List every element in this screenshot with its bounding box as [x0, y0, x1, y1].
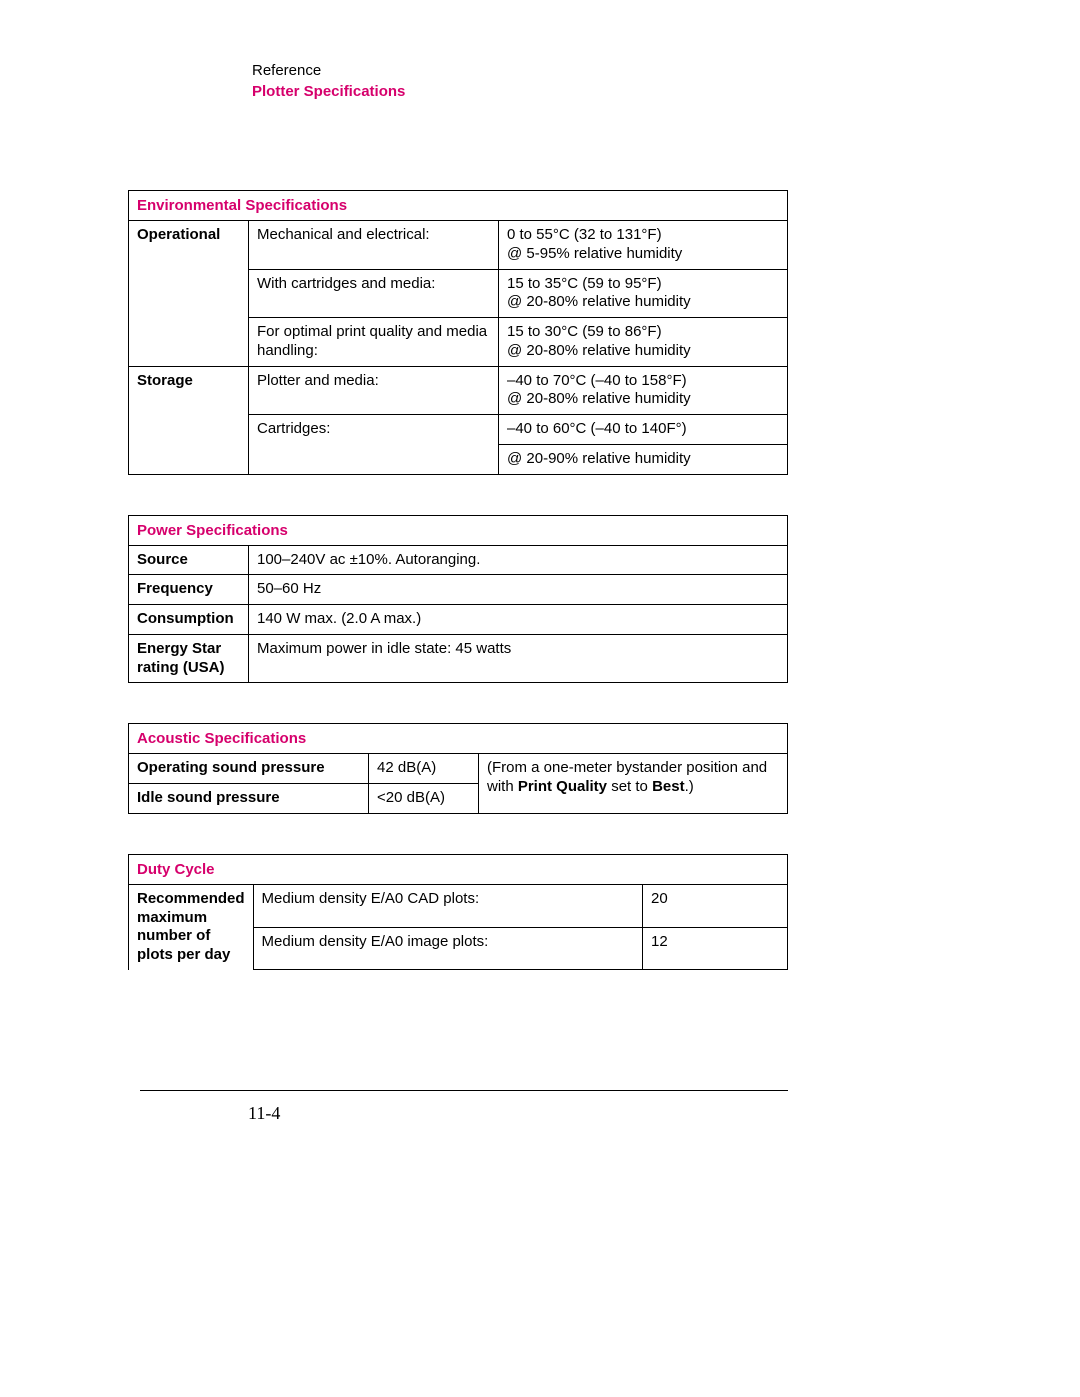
duty-label: Recommended maximum number of plots per …: [129, 884, 254, 970]
env-cond-1: With cartridges and media:: [249, 269, 499, 318]
power-heading: Power Specifications: [129, 515, 788, 545]
env-cond-3: Plotter and media:: [249, 366, 499, 415]
acoustic-heading: Acoustic Specifications: [129, 724, 788, 754]
duty-desc-0: Medium density E/A0 CAD plots:: [253, 884, 642, 927]
env-val-1: 15 to 35°C (59 to 95°F) @ 20-80% relativ…: [499, 269, 788, 318]
env-storage-label: Storage: [129, 366, 249, 415]
power-label-0: Source: [129, 545, 249, 575]
duty-val-0: 20: [643, 884, 788, 927]
power-val-2: 140 W max. (2.0 A max.): [249, 605, 788, 635]
env-cond-4: Cartridges:: [249, 415, 499, 445]
acoustic-op-val: 42 dB(A): [369, 754, 479, 784]
note-bold-2: Best: [652, 778, 685, 795]
power-val-3: Maximum power in idle state: 45 watts: [249, 634, 788, 683]
page-header: Reference Plotter Specifications: [252, 62, 955, 100]
note-text: set to: [607, 778, 652, 795]
note-text: .): [685, 778, 694, 795]
page-number: 11-4: [248, 1103, 955, 1124]
duty-val-1: 12: [643, 927, 788, 970]
env-cond-2: For optimal print quality and media hand…: [249, 318, 499, 367]
duty-cycle-table: Duty Cycle Recommended maximum number of…: [128, 854, 788, 971]
acoustic-op-label: Operating sound pressure: [129, 754, 369, 784]
env-cond-0: Mechanical and electrical:: [249, 221, 499, 270]
acoustic-idle-val: <20 dB(A): [369, 784, 479, 814]
power-spec-table: Power Specifications Source 100–240V ac …: [128, 515, 788, 684]
duty-desc-1: Medium density E/A0 image plots:: [253, 927, 642, 970]
duty-heading: Duty Cycle: [129, 854, 788, 884]
header-reference: Reference: [252, 62, 955, 79]
env-heading: Environmental Specifications: [129, 191, 788, 221]
acoustic-note: (From a one-meter bystander position and…: [479, 754, 788, 814]
acoustic-spec-table: Acoustic Specifications Operating sound …: [128, 723, 788, 814]
header-title: Plotter Specifications: [252, 83, 955, 100]
power-label-2: Consumption: [129, 605, 249, 635]
note-bold-1: Print Quality: [518, 778, 607, 795]
spacer: [129, 415, 249, 445]
env-val-3: –40 to 70°C (–40 to 158°F) @ 20-80% rela…: [499, 366, 788, 415]
power-val-1: 50–60 Hz: [249, 575, 788, 605]
env-val-2: 15 to 30°C (59 to 86°F) @ 20-80% relativ…: [499, 318, 788, 367]
power-label-1: Frequency: [129, 575, 249, 605]
env-cond-5: [249, 444, 499, 474]
env-val-4: –40 to 60°C (–40 to 140F°): [499, 415, 788, 445]
env-operational-label: Operational: [129, 221, 249, 270]
environmental-spec-table: Environmental Specifications Operational…: [128, 190, 788, 475]
spacer: [129, 444, 249, 474]
spacer: [129, 318, 249, 367]
footer-rule: [140, 1090, 788, 1091]
acoustic-idle-label: Idle sound pressure: [129, 784, 369, 814]
spacer: [129, 269, 249, 318]
power-label-3: Energy Star rating (USA): [129, 634, 249, 683]
env-val-5: @ 20-90% relative humidity: [499, 444, 788, 474]
document-page: Reference Plotter Specifications Environ…: [0, 0, 1080, 1397]
power-val-0: 100–240V ac ±10%. Autoranging.: [249, 545, 788, 575]
env-val-0: 0 to 55°C (32 to 131°F) @ 5-95% relative…: [499, 221, 788, 270]
